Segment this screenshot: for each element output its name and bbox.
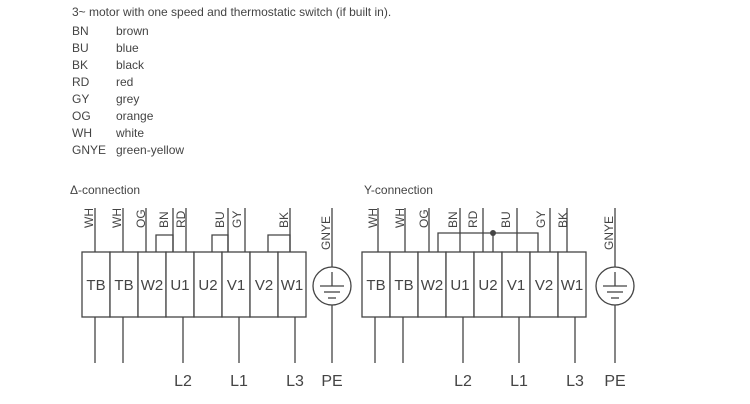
line-label: L2	[174, 373, 192, 390]
terminal-label: V1	[227, 277, 245, 294]
terminal-label: TB	[394, 277, 413, 294]
terminal-label: W2	[141, 277, 164, 294]
wire-label: RD	[466, 210, 480, 228]
terminal-v2	[529, 251, 559, 318]
wire-label: RD	[174, 210, 188, 228]
legend-row: GY grey	[72, 92, 140, 106]
terminal-label: TB	[114, 277, 133, 294]
wire-label: BN	[446, 211, 460, 228]
terminal-label: W2	[421, 277, 444, 294]
terminal-label: TB	[366, 277, 385, 294]
wire-label: BU	[213, 211, 227, 228]
legend-row: WH white	[72, 126, 145, 140]
line-label: L2	[454, 373, 472, 390]
terminal-label: W1	[561, 277, 584, 294]
legend-row: BU blue	[72, 41, 139, 55]
wire-label: BK	[556, 212, 570, 228]
wire-label: GNYE	[602, 216, 616, 250]
wire-label: WH	[110, 208, 124, 228]
terminal-label: U1	[450, 277, 469, 294]
wire-label: GY	[534, 211, 548, 228]
terminal-label: U2	[478, 277, 497, 294]
terminal-w2	[137, 251, 167, 318]
y-connection-label: Y-connection	[364, 183, 433, 197]
legend-row: GNYE green-yellow	[72, 143, 185, 157]
wire-label: BU	[499, 211, 513, 228]
legend-row: RD red	[72, 75, 134, 89]
line-label: L3	[566, 373, 584, 390]
terminal-u2	[473, 251, 503, 318]
bridge-wire	[267, 234, 291, 252]
wire-label: BK	[277, 212, 291, 228]
line-label: PE	[321, 373, 342, 390]
wire-label: BN	[157, 211, 171, 228]
junction-dot	[490, 230, 496, 236]
terminal-label: V1	[507, 277, 525, 294]
diagram-title: 3~ motor with one speed and thermostatic…	[72, 5, 392, 19]
terminal-label: TB	[86, 277, 105, 294]
line-label: L1	[510, 373, 528, 390]
delta-connection-label: Δ-connection	[70, 183, 141, 197]
terminal-u1	[165, 251, 195, 318]
wire-label: WH	[393, 208, 407, 228]
line-label: L3	[286, 373, 304, 390]
terminal-label: V2	[535, 277, 553, 294]
terminal-label: U1	[170, 277, 189, 294]
color-legend: BN brown BU blue BK black RD red GY grey OG or…	[72, 24, 184, 160]
legend-row: BN brown	[72, 24, 149, 38]
bridge-wire	[155, 234, 174, 252]
legend-row: OG orange	[72, 109, 154, 123]
terminal-label: W1	[281, 277, 304, 294]
terminal-tb	[109, 251, 139, 318]
legend-row: BK black	[72, 58, 145, 72]
terminal-tb	[81, 251, 111, 318]
wire-label: GNYE	[319, 216, 333, 250]
terminal-w1	[277, 251, 307, 318]
bridge-wire	[437, 232, 539, 252]
wire-label: GY	[230, 211, 244, 228]
wire-label: OG	[134, 209, 148, 228]
terminal-u1	[445, 251, 475, 318]
bridge-wire	[211, 234, 229, 252]
terminal-v1	[221, 251, 251, 318]
terminal-w1	[557, 251, 587, 318]
terminal-label: V2	[255, 277, 273, 294]
line-label: L1	[230, 373, 248, 390]
line-label: PE	[604, 373, 625, 390]
wire-label: WH	[366, 208, 380, 228]
terminal-u2	[193, 251, 223, 318]
terminal-label: U2	[198, 277, 217, 294]
wire-label: WH	[82, 208, 96, 228]
wire-label: OG	[417, 209, 431, 228]
